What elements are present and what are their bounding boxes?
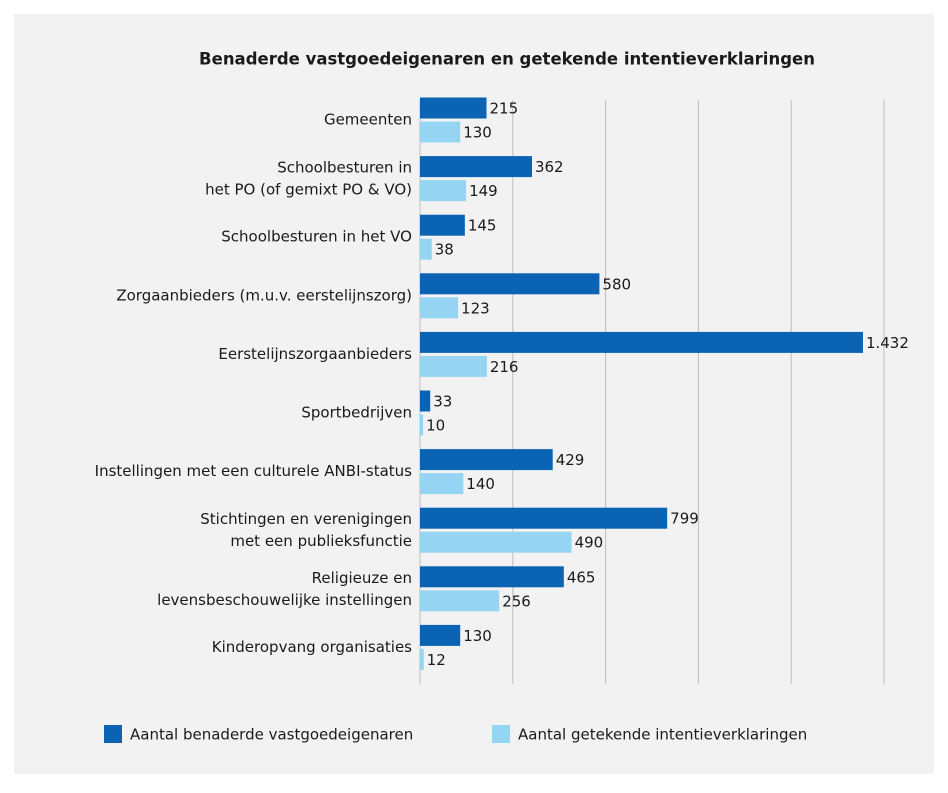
value-label: 580 xyxy=(602,275,631,293)
value-label: 215 xyxy=(490,100,519,118)
legend-swatch xyxy=(492,725,510,743)
value-label: 149 xyxy=(469,182,498,200)
value-label: 33 xyxy=(433,393,452,411)
category-label: Sportbedrijven xyxy=(301,404,412,422)
value-label: 145 xyxy=(468,217,497,235)
bar xyxy=(420,590,500,612)
value-label: 256 xyxy=(502,592,531,610)
category-label: Instellingen met een culturele ANBI-stat… xyxy=(95,462,413,480)
value-label: 490 xyxy=(575,534,604,552)
value-label: 140 xyxy=(466,475,495,493)
bar xyxy=(420,331,863,353)
value-label: 130 xyxy=(463,124,492,142)
card xyxy=(14,14,934,774)
category-label: Stichtingen en verenigingen met een publi… xyxy=(200,510,412,550)
value-label: 799 xyxy=(670,510,699,528)
bar xyxy=(420,297,459,319)
bar xyxy=(420,473,464,495)
bar xyxy=(420,507,668,529)
bar xyxy=(420,449,553,471)
bar xyxy=(420,624,461,646)
bar xyxy=(420,531,572,553)
category-label: Religieuze en levensbeschouwelijke instel… xyxy=(157,568,412,608)
bar xyxy=(420,180,467,202)
bar xyxy=(420,156,532,178)
category-label: Schoolbesturen in het PO (of gemixt PO & … xyxy=(205,158,412,198)
bar xyxy=(420,214,465,236)
category-label: Kinderopvang organisaties xyxy=(212,638,412,656)
bar xyxy=(420,648,424,670)
category-label: Zorgaanbieders (m.u.v. eerstelijnszorg) xyxy=(116,286,412,304)
value-label: 429 xyxy=(556,451,585,469)
value-label: 1.432 xyxy=(866,334,909,352)
value-label: 10 xyxy=(426,417,445,435)
bar xyxy=(420,97,487,119)
value-label: 216 xyxy=(490,358,519,376)
bar xyxy=(420,121,461,143)
bar xyxy=(420,355,487,377)
bar xyxy=(420,390,431,412)
bar xyxy=(420,566,564,588)
bar xyxy=(420,238,432,260)
legend-swatch xyxy=(104,725,122,743)
category-label: Gemeenten xyxy=(324,111,412,129)
chart-title: Benaderde vastgoedeigenaren en getekende… xyxy=(199,50,815,69)
bar xyxy=(420,273,600,295)
value-label: 130 xyxy=(463,627,492,645)
value-label: 362 xyxy=(535,158,564,176)
category-label: Eerstelijnszorgaanbieders xyxy=(218,345,412,363)
category-label: Schoolbesturen in het VO xyxy=(221,228,412,246)
value-label: 465 xyxy=(567,568,596,586)
bar xyxy=(420,414,424,436)
value-label: 123 xyxy=(461,299,490,317)
legend-label: Aantal benaderde vastgoedeigenaren xyxy=(130,726,413,744)
value-label: 12 xyxy=(427,651,446,669)
legend-label: Aantal getekende intentieverklaringen xyxy=(518,726,807,744)
value-label: 38 xyxy=(435,241,454,259)
